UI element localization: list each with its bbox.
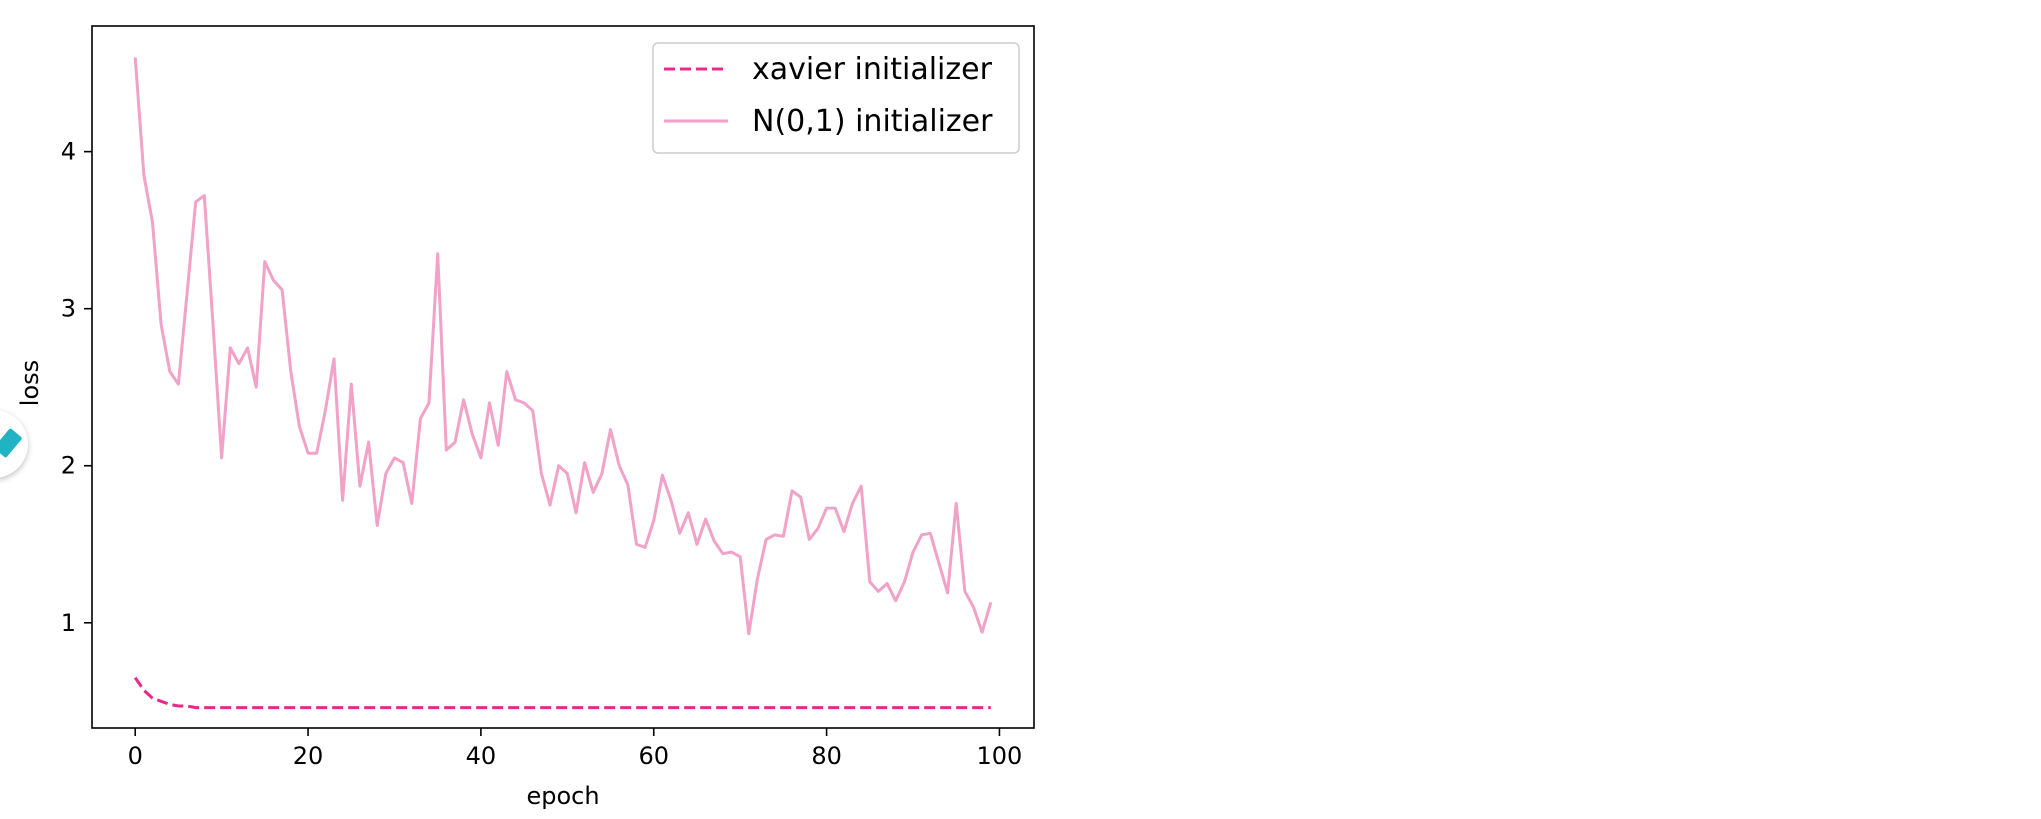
y-tick-label: 4	[61, 138, 76, 166]
series-line-normal	[133, 57, 993, 636]
axes-frame	[91, 25, 1035, 729]
x-axis-label: epoch	[526, 782, 599, 810]
y-axis-label: loss	[16, 360, 44, 406]
legend-box	[652, 42, 1020, 154]
legend: xavier initializer N(0,1) initializer	[652, 42, 1020, 154]
x-tick-label: 20	[293, 742, 324, 770]
x-tick-label: 80	[811, 742, 842, 770]
legend-label-normal: N(0,1) initializer	[752, 104, 993, 139]
y-tick-label: 1	[61, 609, 76, 637]
y-axis: 1 2 3 4	[61, 138, 92, 637]
pencil-icon	[0, 427, 23, 459]
x-tick-label: 100	[977, 742, 1023, 770]
x-tick-label: 0	[128, 742, 143, 770]
legend-label-xavier: xavier initializer	[752, 52, 993, 87]
x-tick-label: 60	[638, 742, 669, 770]
x-axis: 0 20 40 60 80 100	[128, 728, 1023, 770]
y-tick-label: 3	[61, 295, 76, 323]
x-tick-label: 40	[466, 742, 497, 770]
y-tick-label: 2	[61, 452, 76, 480]
series-line-xavier	[133, 676, 991, 710]
plot-area	[133, 57, 993, 710]
